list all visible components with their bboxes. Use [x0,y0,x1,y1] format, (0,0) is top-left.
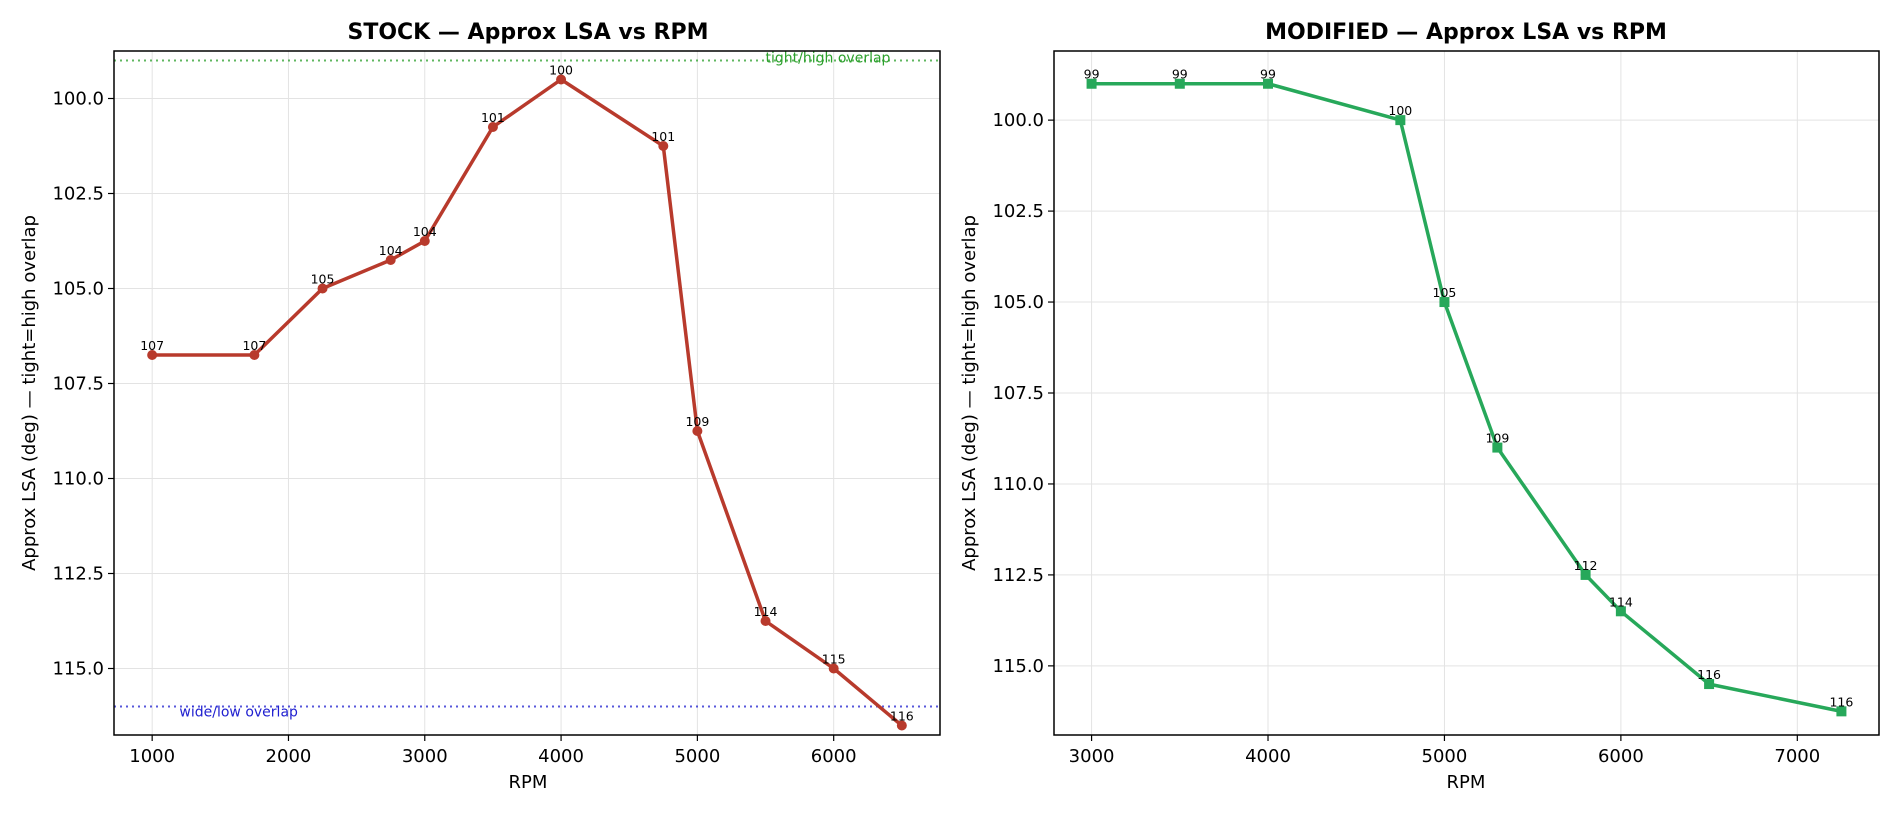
stock-data-label: 107 [242,338,266,353]
modified-data-point [1704,679,1715,690]
stock-x-tick-label: 4000 [538,746,584,767]
modified-data-label: 99 [1084,67,1100,82]
stock-data-label: 101 [651,129,675,144]
modified-y-tick-label: 110.0 [992,474,1044,495]
modified-data-point [1580,569,1591,580]
stock-data-label: 104 [379,243,403,258]
modified-series-line [1091,81,1842,714]
stock-data-label: 100 [549,63,573,78]
modified-x-tick-label: 4000 [1245,746,1291,767]
stock-data-label: 104 [413,224,437,239]
modified-y-tick-label: 102.5 [992,201,1044,222]
modified-data-label: 114 [1609,594,1633,609]
stock-data-label: 101 [481,110,505,125]
modified-data-label: 109 [1485,431,1509,446]
modified-data-label: 100 [1388,103,1412,118]
stock-data-point [896,720,907,731]
modified-y-tick-label: 115.0 [992,656,1044,677]
stock-data-point [487,122,498,132]
modified-y-axis-label: Approx LSA (deg) — tight=high overlap [959,215,980,571]
modified-chart-panel: MODIFIED — Approx LSA vs RPM RPM Approx … [959,20,1880,793]
stock-data-point [147,350,158,360]
modified-data-point [1174,78,1185,89]
stock-x-tick-label: 6000 [811,746,857,767]
stock-data-label: 115 [822,652,846,667]
modified-y-tick-label: 112.5 [992,565,1044,586]
modified-data-point [1615,606,1626,617]
stock-y-tick-label: 100.0 [52,89,104,110]
stock-series-line [152,77,903,727]
stock-x-tick-label: 5000 [674,746,720,767]
modified-x-axis-label: RPM [1447,772,1486,793]
stock-reference-label: tight/high overlap [766,51,891,67]
modified-data-label: 116 [1697,667,1721,682]
stock-data-point [419,236,430,246]
modified-chart-title: MODIFIED — Approx LSA vs RPM [1265,20,1667,45]
modified-x-tick-label: 6000 [1598,746,1644,767]
modified-data-point [1492,442,1503,453]
stock-y-tick-label: 112.5 [52,564,104,585]
stock-y-tick-label: 102.5 [52,184,104,205]
modified-data-point [1836,706,1847,717]
stock-data-point [385,255,396,265]
stock-y-tick-label: 107.5 [52,374,104,395]
stock-y-tick-label: 115.0 [52,659,104,680]
modified-x-tick-label: 7000 [1774,746,1820,767]
modified-y-tick-label: 107.5 [992,383,1044,404]
modified-x-tick-label: 5000 [1422,746,1468,767]
modified-data-label: 116 [1829,694,1853,709]
stock-plot-frame [113,50,941,736]
stock-data-label: 109 [685,414,709,429]
modified-data-label: 99 [1260,67,1276,82]
stock-y-axis-label: Approx LSA (deg) — tight=high overlap [19,215,40,571]
modified-x-tick-label: 3000 [1069,746,1115,767]
stock-chart-title: STOCK — Approx LSA vs RPM [347,20,708,45]
stock-data-point [317,283,328,294]
modified-y-tick-label: 105.0 [992,292,1044,313]
stock-chart-panel: STOCK — Approx LSA vs RPM RPM Approx LSA… [19,20,941,793]
stock-x-tick-label: 1000 [129,746,175,767]
modified-data-point [1086,78,1097,89]
modified-data-point [1439,297,1450,308]
stock-data-point [556,74,567,85]
stock-data-label: 107 [140,338,164,353]
modified-data-point [1263,78,1274,89]
stock-data-point [658,141,669,151]
stock-data-label: 114 [754,604,778,619]
stock-y-tick-label: 105.0 [52,279,104,300]
stock-data-point [249,350,260,360]
stock-data-label: 105 [311,272,335,287]
modified-data-label: 105 [1433,285,1457,300]
modified-y-tick-label: 100.0 [992,110,1044,131]
stock-data-point [760,616,771,626]
modified-data-label: 99 [1172,67,1188,82]
stock-data-label: 116 [890,709,914,724]
stock-y-tick-label: 110.0 [52,469,104,490]
stock-data-point [828,663,839,674]
modified-data-point [1395,115,1406,126]
stock-reference-label: wide/low overlap [179,705,298,721]
stock-data-point [692,426,703,436]
stock-x-axis-label: RPM [509,772,548,793]
modified-data-label: 112 [1574,558,1598,573]
stock-x-tick-label: 2000 [266,746,312,767]
stock-x-tick-label: 3000 [402,746,448,767]
